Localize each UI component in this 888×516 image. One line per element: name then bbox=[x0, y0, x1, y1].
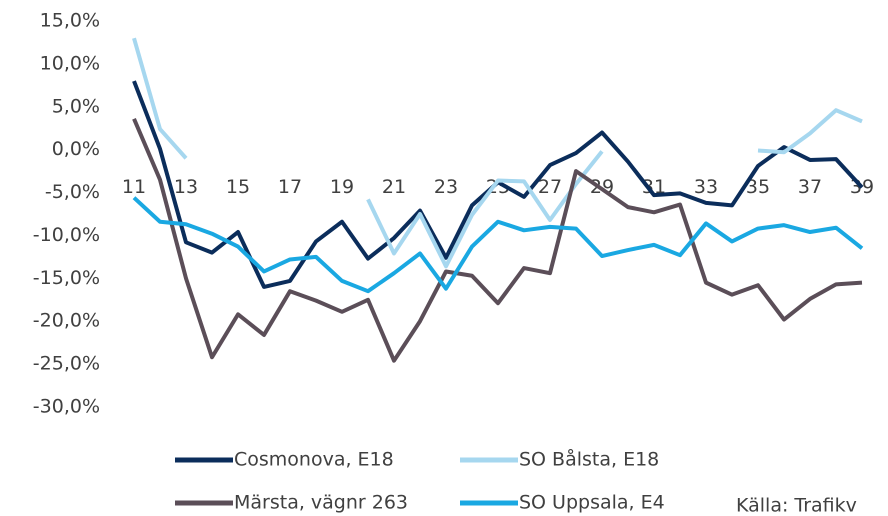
series-line bbox=[132, 118, 863, 363]
x-tick-label: 13 bbox=[174, 176, 198, 198]
legend: Cosmonova, E18 SO Bålsta, E18 Märsta, vägn… bbox=[175, 448, 665, 514]
x-tick-label: 17 bbox=[278, 176, 302, 198]
x-tick-label: 11 bbox=[122, 176, 146, 198]
x-tick-label: 19 bbox=[330, 176, 354, 198]
y-tick-label: -25,0% bbox=[33, 353, 100, 375]
legend-label: SO Bålsta, E18 bbox=[519, 448, 659, 471]
legend-label: SO Uppsala, E4 bbox=[519, 492, 665, 514]
x-tick-label: 15 bbox=[226, 176, 250, 198]
x-tick-label: 37 bbox=[798, 176, 822, 198]
series-line bbox=[132, 196, 864, 294]
x-tick-label: 33 bbox=[694, 176, 718, 198]
y-tick-label: 0,0% bbox=[52, 138, 100, 160]
y-tick-label: -15,0% bbox=[33, 267, 100, 289]
y-tick-label: -5,0% bbox=[45, 181, 100, 203]
series-line bbox=[132, 37, 863, 269]
y-tick-label: -30,0% bbox=[33, 396, 100, 418]
legend-label: Märsta, vägnr 263 bbox=[234, 492, 408, 514]
y-tick-label: 10,0% bbox=[40, 52, 100, 74]
y-tick-label: 5,0% bbox=[52, 95, 100, 117]
y-tick-label: -10,0% bbox=[33, 224, 100, 246]
x-tick-label: 23 bbox=[434, 176, 458, 198]
legend-label: Cosmonova, E18 bbox=[234, 449, 394, 471]
source-note: Källa: Trafikv bbox=[736, 495, 857, 516]
y-tick-label: -20,0% bbox=[33, 310, 100, 332]
x-tick-label: 31 bbox=[642, 176, 666, 198]
y-tick-label: 15,0% bbox=[40, 10, 100, 32]
x-tick-label: 35 bbox=[746, 176, 770, 198]
x-tick-label: 27 bbox=[538, 176, 562, 198]
x-tick-label: 21 bbox=[382, 176, 406, 198]
